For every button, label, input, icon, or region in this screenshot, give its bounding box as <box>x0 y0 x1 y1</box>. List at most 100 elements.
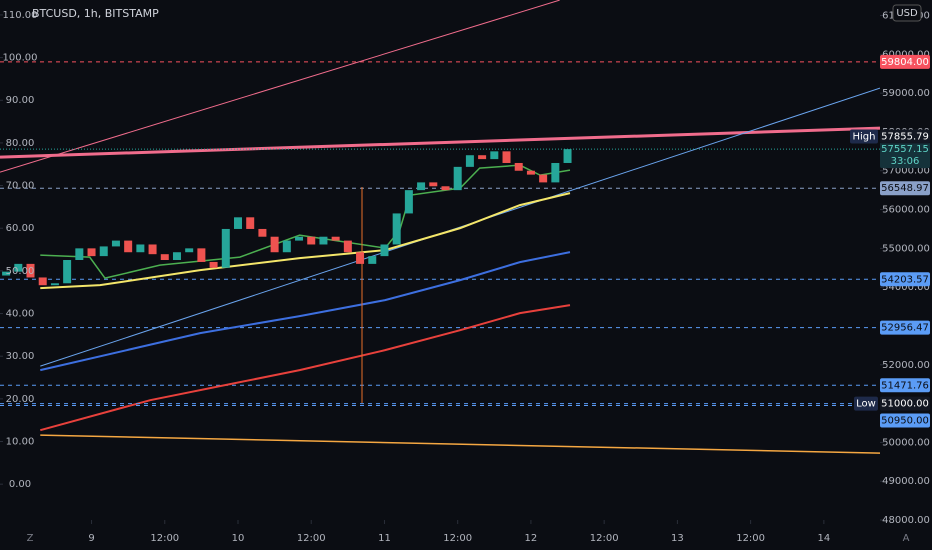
level-label-box <box>880 272 930 287</box>
candle-body <box>319 236 328 245</box>
y2-tick-label: 80.00 <box>6 138 35 149</box>
low-tag-box <box>854 396 878 411</box>
x-tick-label: 13 <box>671 533 684 544</box>
candle-body <box>502 151 511 163</box>
level-label-box <box>880 378 930 393</box>
last-price-box <box>880 142 930 169</box>
candle-body <box>368 256 377 264</box>
high-label-box <box>880 129 930 144</box>
y-tick-label: 54000.00 <box>882 282 930 293</box>
y-tick-label: 48000.00 <box>882 515 930 526</box>
countdown: 33:06 <box>891 156 920 167</box>
corner-label: Z <box>27 533 34 544</box>
candle-body <box>63 260 72 284</box>
candle-body <box>490 151 499 160</box>
candle-body <box>160 254 169 260</box>
candle-body <box>209 261 218 268</box>
y-tick-label: 52000.00 <box>882 360 930 371</box>
candle-body <box>563 149 572 163</box>
candle-body <box>26 263 35 278</box>
high-tag-box <box>850 129 878 144</box>
level-label: 50950.00 <box>881 416 929 427</box>
candle-body <box>99 246 108 257</box>
high-tag: High <box>853 132 876 143</box>
candle-body <box>111 240 120 247</box>
level-label: 54203.57 <box>881 274 929 285</box>
indicator-line <box>0 0 560 173</box>
level-label-box <box>880 320 930 335</box>
time-axis <box>0 520 880 550</box>
level-label-box <box>880 181 930 196</box>
candle-body <box>14 263 23 272</box>
level-label-box <box>880 54 930 69</box>
candle-body <box>356 252 365 264</box>
candle-body <box>50 283 59 286</box>
level-label: 52956.47 <box>881 323 929 334</box>
candle-body <box>172 252 181 260</box>
y2-tick-label: 50.00 <box>6 266 35 277</box>
currency-box[interactable] <box>892 4 922 22</box>
candle-body <box>453 166 462 191</box>
candle-body <box>404 190 413 214</box>
x-tick-label: 12:00 <box>736 533 765 544</box>
level-label: 56548.97 <box>881 183 929 194</box>
currency[interactable]: USD <box>896 8 918 19</box>
plot-area <box>0 0 880 454</box>
x-tick-label: 11 <box>378 533 391 544</box>
high-label: 57855.79 <box>881 132 929 143</box>
last-price: 57557.15 <box>881 144 929 155</box>
indicator-line <box>40 164 571 280</box>
indicator-line <box>40 304 571 432</box>
candle-body <box>417 182 426 191</box>
low-label: 51000.00 <box>881 399 929 410</box>
candle-body <box>124 240 133 253</box>
y-tick-label: 55000.00 <box>882 243 930 254</box>
candle-body <box>282 240 291 253</box>
indicator-line <box>0 126 880 159</box>
candle-body <box>380 244 389 257</box>
y-tick-label: 59000.00 <box>882 88 930 99</box>
candle-body <box>197 248 206 262</box>
y-tick-label: 60000.00 <box>882 49 930 60</box>
level-label: 51471.76 <box>881 380 929 391</box>
indicator-line <box>40 251 571 372</box>
y-tick-label: 56000.00 <box>882 205 930 216</box>
x-tick-label: 10 <box>232 533 245 544</box>
candle-body <box>75 248 84 260</box>
y2-tick-label: 0.00 <box>9 479 31 490</box>
candle-body <box>478 155 487 160</box>
candle-body <box>343 240 352 253</box>
y2-tick-label: 60.00 <box>6 223 35 234</box>
candle-body <box>526 170 535 175</box>
candle-body <box>87 248 96 257</box>
candle-body <box>441 186 450 191</box>
x-tick-label: 12:00 <box>590 533 619 544</box>
chart-title: BTCUSD, 1h, BITSTAMP <box>32 7 159 20</box>
low-label-box <box>880 396 930 411</box>
candle-body <box>295 236 304 241</box>
y2-tick-label: 110.00 <box>3 10 38 21</box>
y-tick-label: 49000.00 <box>882 476 930 487</box>
y2-tick-label: 70.00 <box>6 181 35 192</box>
y2-tick-label: 20.00 <box>6 394 35 405</box>
candle-body <box>2 271 11 276</box>
x-tick-label: 12:00 <box>150 533 179 544</box>
y2-tick-label: 90.00 <box>6 95 35 106</box>
candle-body <box>136 244 145 253</box>
candle-body <box>185 248 194 253</box>
candle-body <box>270 236 279 253</box>
candle-body <box>514 162 523 171</box>
candle-body <box>539 174 548 183</box>
x-tick-label: 12 <box>525 533 538 544</box>
candle-body <box>551 162 560 183</box>
indicator-line <box>40 192 571 290</box>
low-tag: Low <box>856 399 876 410</box>
candle-body <box>234 217 243 229</box>
indicator-line <box>40 434 880 454</box>
level-label-box <box>880 413 930 428</box>
x-tick-label: 12:00 <box>297 533 326 544</box>
y2-tick-label: 10.00 <box>6 437 35 448</box>
